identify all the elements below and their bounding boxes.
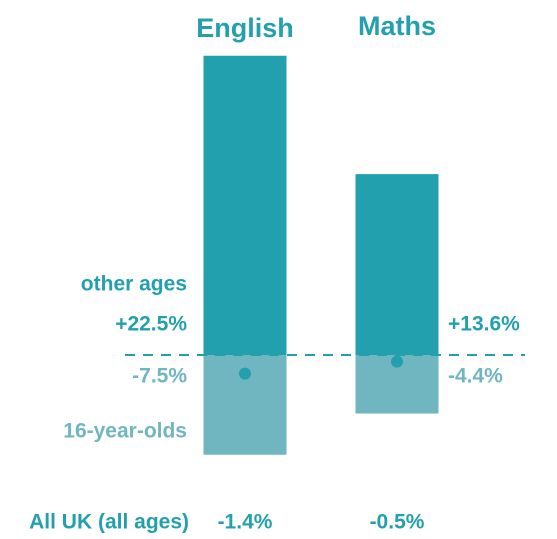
value-label: -4.4% [448,365,503,388]
dot-value-label: -0.5% [370,511,425,534]
bar [355,174,439,355]
value-label: -7.5% [132,365,187,388]
dot-value-label: -1.4% [218,511,273,534]
value-label: +22.5% [115,313,187,336]
legend-label: 16-year-olds [63,420,187,443]
category-label: English [196,13,294,43]
value-label: +13.6% [448,313,520,336]
dot [391,355,403,368]
dot [239,367,251,380]
legend-label: other ages [81,273,187,296]
legend-label: All UK (all ages) [29,511,189,534]
category-label: Maths [358,11,436,41]
bar [203,55,287,355]
